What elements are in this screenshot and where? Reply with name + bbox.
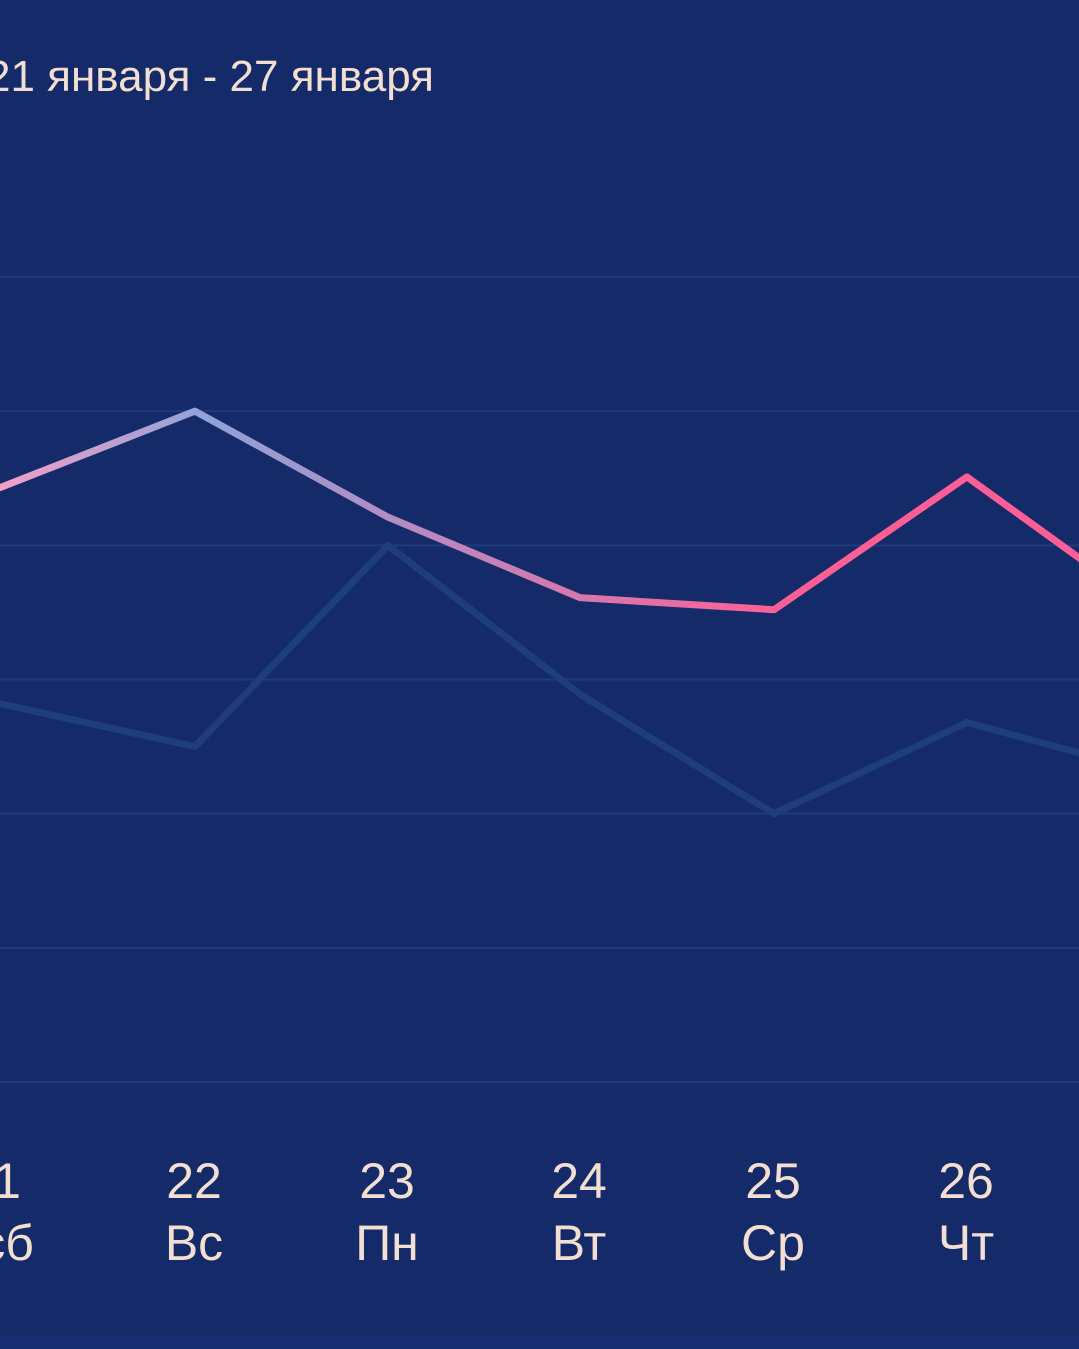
- gridlines: [0, 276, 1079, 1083]
- secondary-series: [0, 541, 1079, 818]
- primary-series-line: [0, 407, 1079, 614]
- x-axis-labels: 1 сб 22 Вс 23 Пн 24 Вт 25 Ср 26 Чт: [0, 1153, 994, 1271]
- x-weekday-label: Пн: [355, 1215, 419, 1271]
- x-tick-label: 22: [166, 1153, 222, 1209]
- secondary-series-line: [0, 541, 1079, 818]
- x-tick-label: 25: [745, 1153, 801, 1209]
- bottom-strip: [0, 1337, 1079, 1349]
- x-weekday-label: Вс: [165, 1215, 223, 1271]
- primary-series: [0, 407, 1079, 614]
- x-weekday-label: Ср: [741, 1215, 805, 1271]
- x-tick-label: 24: [551, 1153, 607, 1209]
- x-weekday-label: сб: [0, 1215, 34, 1271]
- x-weekday-label: Вт: [552, 1215, 607, 1271]
- x-tick-label: 1: [0, 1153, 21, 1209]
- x-tick-label: 23: [359, 1153, 415, 1209]
- date-range-label: 21 января - 27 января: [0, 52, 434, 101]
- x-tick-label: 26: [938, 1153, 994, 1209]
- x-weekday-label: Чт: [938, 1215, 994, 1271]
